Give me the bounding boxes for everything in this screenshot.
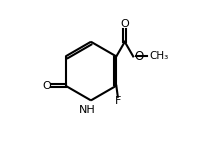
Text: O: O [120, 19, 129, 29]
Text: NH: NH [79, 105, 96, 115]
Text: F: F [115, 96, 122, 106]
Text: O: O [42, 81, 51, 91]
Text: O: O [134, 50, 143, 63]
Text: CH₃: CH₃ [150, 51, 169, 61]
